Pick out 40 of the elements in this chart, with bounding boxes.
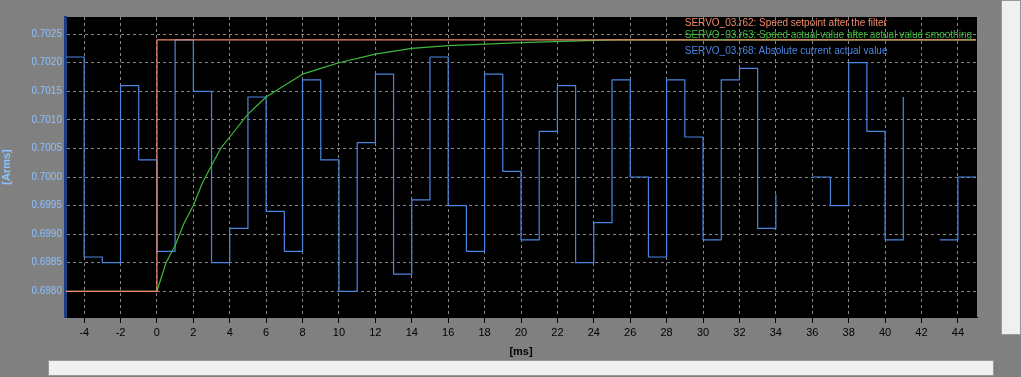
x-tick-label: 14 [405, 325, 418, 338]
x-tick-label: 36 [806, 325, 819, 338]
x-axis-title: [ms] [509, 345, 533, 358]
y-tick-label: 0.7020 [31, 56, 63, 68]
x-tick-label: 22 [551, 325, 564, 338]
x-tick-label: 32 [733, 325, 746, 338]
x-tick-label: 20 [514, 325, 528, 338]
x-tick-label: 24 [587, 325, 600, 338]
x-tick-label: 38 [842, 325, 855, 338]
x-tick-label: 6 [263, 325, 270, 338]
y-tick-label: 0.7000 [31, 170, 63, 182]
x-tick-label: 28 [660, 325, 673, 338]
x-tick-label: 4 [226, 325, 233, 338]
x-tick-label: 12 [369, 325, 382, 338]
y-tick-label: 0.6985 [31, 256, 63, 268]
x-tick-label: 34 [769, 325, 782, 338]
x-tick-label: 26 [624, 325, 637, 338]
x-tick-label: 44 [951, 325, 965, 338]
y-tick-label: 0.6980 [31, 285, 63, 297]
y-tick-label: 0.7005 [31, 142, 63, 154]
x-tick-label: -4 [79, 325, 89, 338]
x-tick-label: 30 [696, 325, 710, 338]
x-tick-label: -2 [115, 325, 126, 338]
series-label: SERVO_03.r63: Speed actual value after actual value smoothing [683, 29, 973, 41]
x-tick-label: 42 [915, 325, 928, 338]
x-tick-label: 10 [332, 325, 346, 338]
x-tick-label: 8 [299, 325, 306, 338]
y-tick-label: 0.7025 [31, 27, 63, 39]
x-tick-label: 2 [190, 325, 197, 338]
x-tick-label: 0 [153, 325, 160, 338]
x-tick-label: 18 [478, 325, 491, 338]
x-tick-label: 16 [442, 325, 455, 338]
y-tick-label: 0.6995 [31, 199, 63, 211]
y-tick-label: 0.6990 [31, 227, 63, 239]
y-tick-label: 0.7015 [31, 85, 63, 97]
y-tick-label: 0.7010 [31, 113, 63, 125]
series-label: SERVO_03.r62: Speed setpoint after the filter [683, 17, 888, 29]
x-tick-label: 40 [878, 325, 892, 338]
text: SERVO_03.r68: Absolute current actual value [683, 45, 889, 57]
y-axis-title: [Arms] [0, 148, 12, 185]
